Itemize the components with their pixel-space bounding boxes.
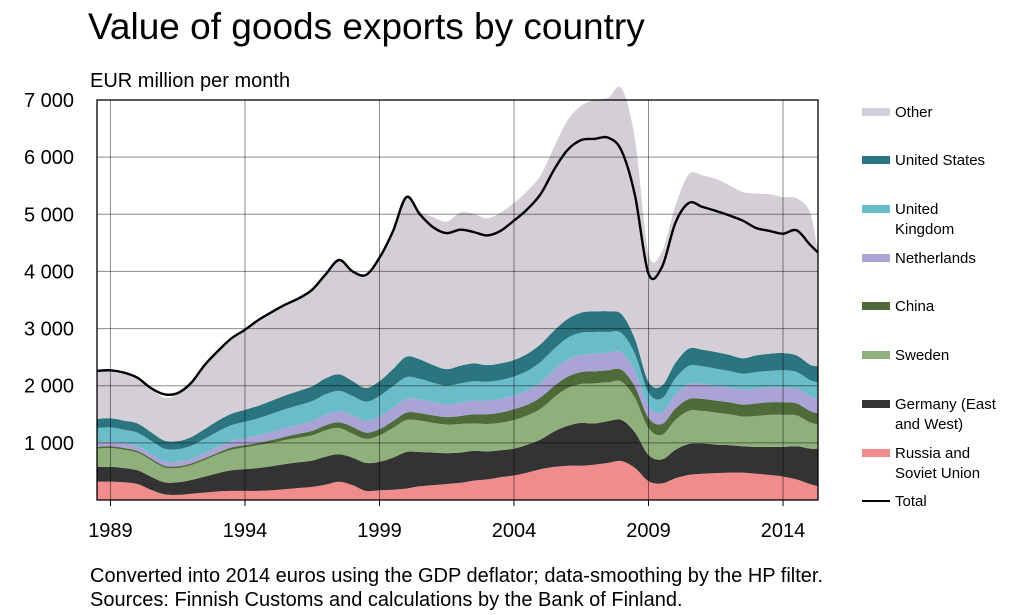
area-other — [97, 86, 818, 442]
x-tick-label: 1994 — [223, 520, 268, 542]
note-sources: Sources: Finnish Customs and calculation… — [90, 589, 683, 611]
area-germany-east-and-west — [97, 419, 818, 495]
legend-swatch-russia-and-soviet-union — [862, 449, 890, 457]
y-tick-label: 1 000 — [24, 433, 74, 455]
legend-label-germany-east-and-west: Germany (East and West) — [895, 396, 997, 433]
chart-title: Value of goods exports by country — [88, 6, 645, 47]
y-axis-unit-label: EUR million per month — [90, 70, 291, 92]
x-tick-label: 2014 — [761, 520, 806, 542]
x-tick-label: 1989 — [88, 520, 133, 542]
area-sweden — [97, 380, 818, 483]
y-tick-label: 3 000 — [24, 319, 74, 341]
area-russia-and-soviet-union — [97, 460, 818, 500]
total-line — [96, 135, 819, 396]
area-netherlands — [97, 351, 818, 467]
legend-swatch-united-kingdom — [862, 205, 890, 213]
legend-label-sweden: Sweden — [895, 347, 949, 364]
area-united-states — [97, 311, 818, 450]
area-united-kingdom — [97, 331, 818, 463]
legend-label-russia-and-soviet-union: Russia and Soviet Union — [895, 445, 980, 482]
legend-swatch-sweden — [862, 351, 890, 359]
note-deflator: Converted into 2014 euros using the GDP … — [90, 565, 824, 587]
y-tick-label: 7 000 — [24, 90, 74, 112]
legend-label-china: China — [895, 298, 935, 315]
legend-label-netherlands: Netherlands — [895, 250, 976, 267]
x-tick-label: 2009 — [626, 520, 671, 542]
legend-swatch-united-states — [862, 156, 890, 164]
legend-label-total: Total — [895, 493, 927, 510]
plot-frame — [96, 99, 819, 501]
y-tick-label: 4 000 — [24, 261, 74, 283]
area-china — [97, 368, 818, 469]
y-tick-label: 2 000 — [24, 376, 74, 398]
legend-swatch-germany-east-and-west — [862, 400, 890, 408]
legend-label-united-states: United States — [895, 152, 985, 169]
legend-swatch-china — [862, 302, 890, 310]
legend-swatch-other — [862, 108, 890, 116]
x-tick-label: 2004 — [492, 520, 537, 542]
x-tick-label: 1999 — [357, 520, 402, 542]
legend-label-other: Other — [895, 104, 933, 121]
legend-label-united-kingdom: United Kingdom — [895, 201, 954, 238]
y-tick-label: 5 000 — [24, 204, 74, 226]
y-tick-label: 6 000 — [24, 147, 74, 169]
legend-swatch-netherlands — [862, 254, 890, 262]
